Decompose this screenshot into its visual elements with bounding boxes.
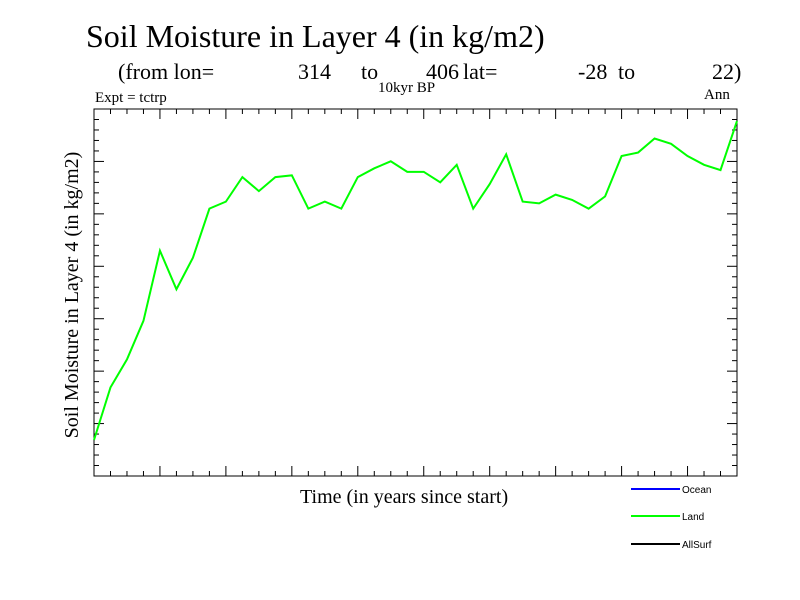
- subtitle-prefix: (from lon=: [118, 59, 215, 84]
- subtitle-lon-start: 314: [298, 59, 331, 84]
- legend-label-ocean: Ocean: [682, 485, 711, 496]
- season-label: Ann: [704, 87, 730, 103]
- subtitle-to-1: to: [361, 59, 379, 84]
- chart-title: Soil Moisture in Layer 4 (in kg/m2): [86, 18, 545, 54]
- subtitle-lat-label: lat=: [463, 59, 498, 84]
- plot-frame: [93, 108, 738, 477]
- period-label: 10kyr BP: [378, 80, 436, 96]
- series-line-land: [93, 120, 738, 441]
- subtitle-lat-end: 22): [712, 59, 742, 84]
- subtitle-lon-end: 406: [426, 59, 459, 84]
- legend-label-land: Land: [682, 512, 704, 523]
- legend-label-allsurf: AllSurf: [682, 540, 712, 551]
- subtitle-to-2: to: [618, 59, 636, 84]
- subtitle-lat-start: -28: [578, 59, 608, 84]
- x-axis-label: Time (in years since start): [300, 486, 509, 508]
- experiment-label: Expt = tctrp: [95, 90, 167, 106]
